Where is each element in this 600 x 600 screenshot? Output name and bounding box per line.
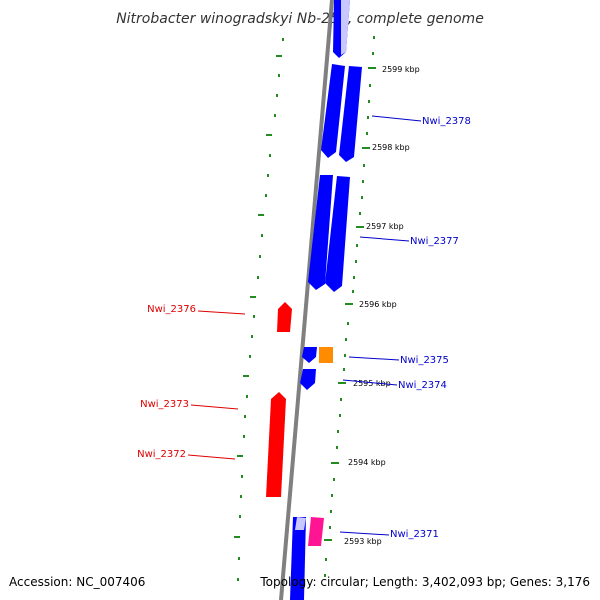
gene-arrow-forward[interactable] bbox=[308, 175, 333, 290]
gene-arrow-reverse[interactable] bbox=[277, 302, 292, 332]
inner-tick-track bbox=[234, 38, 284, 581]
kbp-label-2596: 2596 kbp bbox=[359, 300, 397, 309]
gene-arrow-forward[interactable] bbox=[339, 66, 362, 162]
gene-block-pink[interactable] bbox=[308, 517, 324, 546]
kbp-label-2597: 2597 kbp bbox=[366, 222, 404, 231]
gene-arrow-forward[interactable] bbox=[325, 176, 350, 292]
kbp-label-2593: 2593 kbp bbox=[344, 537, 382, 546]
genome-backbone bbox=[279, 0, 334, 600]
gene-block-orange[interactable] bbox=[319, 347, 333, 363]
gene-arrow-forward[interactable] bbox=[290, 517, 306, 600]
outer-tick-track bbox=[324, 36, 376, 577]
gene-arrow-forward[interactable] bbox=[302, 347, 317, 363]
gene-label-nwi-2371[interactable]: Nwi_2371 bbox=[390, 529, 439, 540]
gene-label-nwi-2375[interactable]: Nwi_2375 bbox=[400, 355, 449, 366]
leader-line-nwi-2371 bbox=[339, 531, 390, 536]
leader-line-nwi-2375 bbox=[348, 356, 400, 361]
accession-text: Accession: NC_007406 bbox=[9, 575, 145, 589]
map-title: Nitrobacter winogradskyi Nb-255, complet… bbox=[116, 11, 484, 27]
kbp-label-2599: 2599 kbp bbox=[382, 65, 420, 74]
gene-label-nwi-2372[interactable]: Nwi_2372 bbox=[137, 449, 186, 460]
leader-line-nwi-2372 bbox=[187, 454, 236, 460]
gene-arrow-reverse[interactable] bbox=[266, 392, 286, 497]
gene-label-nwi-2373[interactable]: Nwi_2373 bbox=[140, 399, 189, 410]
gene-arrow-forward-shade bbox=[341, 0, 350, 55]
gene-arrow-forward[interactable] bbox=[300, 369, 316, 390]
kbp-label-2595: 2595 kbp bbox=[353, 379, 391, 388]
gene-label-nwi-2374[interactable]: Nwi_2374 bbox=[398, 380, 447, 391]
gene-label-nwi-2376[interactable]: Nwi_2376 bbox=[147, 304, 196, 315]
gene-label-nwi-2378[interactable]: Nwi_2378 bbox=[422, 116, 471, 127]
gene-arrow-forward[interactable] bbox=[321, 64, 345, 158]
topology-text: Topology: circular; Length: 3,402,093 bp… bbox=[259, 575, 590, 589]
kbp-label-2598: 2598 kbp bbox=[372, 143, 410, 152]
leader-line-nwi-2373 bbox=[190, 404, 239, 410]
leader-line-nwi-2377 bbox=[359, 236, 410, 242]
gene-arrow-forward-shade bbox=[295, 517, 306, 530]
leader-line-nwi-2374 bbox=[342, 379, 398, 386]
leader-line-nwi-2376 bbox=[197, 310, 246, 315]
gene-label-nwi-2377[interactable]: Nwi_2377 bbox=[410, 236, 459, 247]
kbp-label-2594: 2594 kbp bbox=[348, 458, 386, 467]
leader-line-nwi-2378 bbox=[371, 115, 422, 122]
